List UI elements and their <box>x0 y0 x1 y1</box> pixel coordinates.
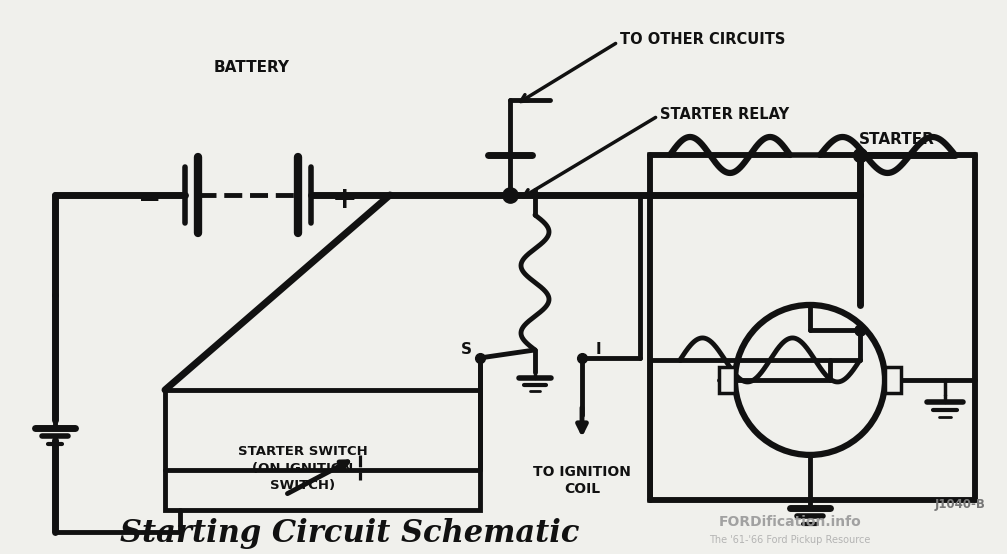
Text: TO IGNITION
COIL: TO IGNITION COIL <box>533 465 631 496</box>
Text: BATTERY: BATTERY <box>214 60 290 75</box>
Text: +: + <box>332 186 357 214</box>
Bar <box>165 390 480 510</box>
Text: FORDification.info: FORDification.info <box>719 515 861 529</box>
Bar <box>719 367 735 393</box>
Text: The '61-'66 Ford Pickup Resource: The '61-'66 Ford Pickup Resource <box>709 535 871 545</box>
Bar <box>650 155 975 500</box>
Text: TO OTHER CIRCUITS: TO OTHER CIRCUITS <box>620 33 785 48</box>
Text: Starting Circuit Schematic: Starting Circuit Schematic <box>120 519 580 550</box>
Text: J1040-B: J1040-B <box>934 499 986 511</box>
Text: S: S <box>460 342 471 357</box>
Bar <box>885 367 901 393</box>
Text: −: − <box>138 186 162 214</box>
Text: I: I <box>595 342 601 357</box>
Text: STARTER RELAY: STARTER RELAY <box>660 107 789 122</box>
Text: STARTER SWITCH
(ON IGNITION
SWITCH): STARTER SWITCH (ON IGNITION SWITCH) <box>238 445 368 492</box>
Text: STARTER: STARTER <box>859 132 936 147</box>
